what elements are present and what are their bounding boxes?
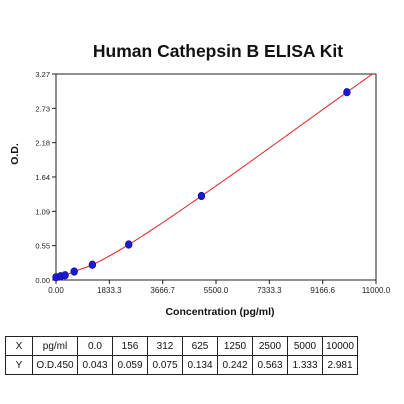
data-point [70, 267, 78, 276]
table-cell: 0.075 [147, 355, 183, 375]
chart-svg: Human Cathepsin B ELISA Kit O.D. Concent… [9, 41, 391, 318]
data-points [52, 88, 351, 282]
x-ticks: 0.00 1833.3 3666.7 5500.0 7333.3 9166.6 11000.… [48, 280, 391, 295]
table-row-label: X [5, 336, 33, 356]
y-tick-label: 0.00 [35, 276, 50, 285]
table-cell: 0.563 [252, 355, 288, 375]
fit-curve [55, 73, 374, 278]
table-cell: 1.333 [287, 355, 323, 375]
x-axis-label: Concentration (pg/ml) [165, 306, 274, 318]
table-row-unit: pg/ml [32, 336, 78, 356]
y-tick-label: 2.18 [35, 139, 50, 148]
x-tick-label: 7333.3 [257, 286, 282, 295]
table-cell: 0.059 [112, 355, 148, 375]
data-point [343, 88, 351, 97]
table-row-x: X pg/ml 0.0 156 312 625 1250 2500 5000 1… [5, 336, 358, 356]
table-cell: 0.0 [77, 336, 113, 356]
table-cell: 156 [112, 336, 148, 356]
table-row-y: Y O.D.450 0.043 0.059 0.075 0.134 0.242 … [5, 355, 358, 375]
y-ticks: 0.00 0.55 1.09 1.64 2.18 2.73 3.27 [35, 70, 56, 285]
x-tick-label: 3666.7 [150, 286, 175, 295]
data-point [197, 191, 206, 201]
data-point [125, 240, 133, 249]
table-cell: 1250 [217, 336, 253, 356]
x-tick-label: 1833.3 [97, 286, 122, 295]
x-tick-label: 9166.6 [310, 286, 335, 295]
y-tick-label: 0.55 [35, 242, 50, 251]
y-tick-label: 1.64 [35, 173, 50, 182]
data-table: X pg/ml 0.0 156 312 625 1250 2500 5000 1… [5, 336, 358, 375]
table-cell: 0.134 [182, 355, 218, 375]
y-tick-label: 3.27 [35, 70, 50, 79]
table-row-label: Y [5, 355, 33, 375]
chart-frame: Human Cathepsin B ELISA Kit O.D. Concent… [9, 41, 391, 318]
y-axis-label: O.D. [9, 143, 21, 165]
table-cell: 0.043 [77, 355, 113, 375]
table-cell: 0.242 [217, 355, 253, 375]
chart-title: Human Cathepsin B ELISA Kit [93, 41, 343, 61]
table-cell: 2500 [252, 336, 288, 356]
x-tick-label: 5500.0 [204, 286, 229, 295]
data-point [88, 260, 97, 269]
y-tick-label: 2.73 [35, 104, 50, 113]
data-point [61, 271, 69, 280]
table-cell: 10000 [322, 336, 358, 356]
x-tick-label: 0.00 [48, 286, 64, 295]
table-cell: 2.981 [322, 355, 358, 375]
y-tick-label: 1.09 [35, 207, 50, 216]
table-cell: 5000 [287, 336, 323, 356]
table-cell: 625 [182, 336, 218, 356]
x-tick-label: 11000.0 [362, 286, 391, 295]
table-row-unit: O.D.450 [32, 355, 78, 375]
table-cell: 312 [147, 336, 183, 356]
plot-area [55, 73, 377, 281]
